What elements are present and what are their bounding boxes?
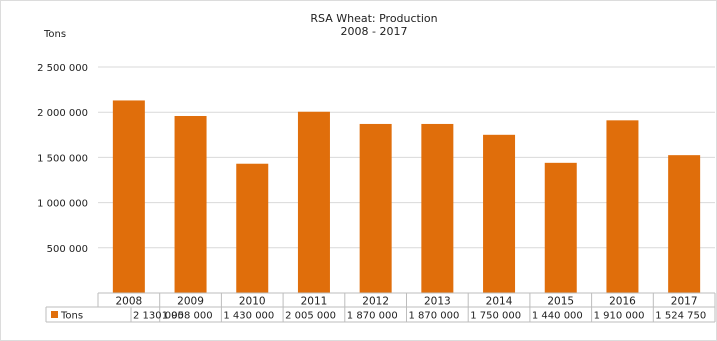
bar [359,123,392,294]
bar [297,111,330,293]
data-label: 1 910 000 [594,311,645,322]
x-tick-label: 2008 [115,296,142,308]
data-label: 1 750 000 [470,311,521,322]
bar [421,123,454,294]
chart-subtitle: 2008 - 2017 [341,25,408,38]
bars [112,100,701,294]
data-table: Tons 2008 2 130 000 2009 1 958 000 2010 1 430 … [45,292,716,323]
bar [668,155,701,293]
bar [606,120,639,293]
data-label: 2 130 000 [133,311,184,322]
data-label: 1 440 000 [532,311,583,322]
y-axis-ticks: 500 000 1 000 000 1 500 000 2 000 000 2 500 … [37,63,88,255]
x-tick-label: 2016 [609,296,636,308]
bar [483,134,516,293]
data-label: 2 005 000 [285,311,336,322]
bar [174,115,207,294]
bar [112,100,145,293]
x-tick-label: 2013 [424,296,451,308]
data-label: 1 430 000 [223,311,274,322]
legend-series-name: Tons [60,311,83,322]
y-axis-unit-label: Tons [43,29,66,40]
y-tick-label: 500 000 [47,244,88,255]
chart-title: RSA Wheat: Production [310,12,437,25]
data-label: 1 958 000 [162,311,213,322]
data-label: 1 524 750 [655,311,706,322]
x-tick-label: 2009 [177,296,204,308]
bar [236,163,269,293]
x-tick-label: 2017 [671,296,698,308]
x-tick-label: 2011 [301,296,328,308]
data-label: 1 870 000 [347,311,398,322]
x-tick-label: 2014 [486,296,513,308]
x-tick-label: 2010 [239,296,266,308]
x-tick-label: 2012 [362,296,389,308]
y-tick-label: 2 000 000 [37,108,88,119]
bar [544,162,577,293]
y-tick-label: 1 500 000 [37,153,88,164]
legend-swatch [51,311,58,318]
y-tick-label: 1 000 000 [37,199,88,210]
y-tick-label: 2 500 000 [37,63,88,74]
x-tick-label: 2015 [547,296,574,308]
data-label: 1 870 000 [409,311,460,322]
